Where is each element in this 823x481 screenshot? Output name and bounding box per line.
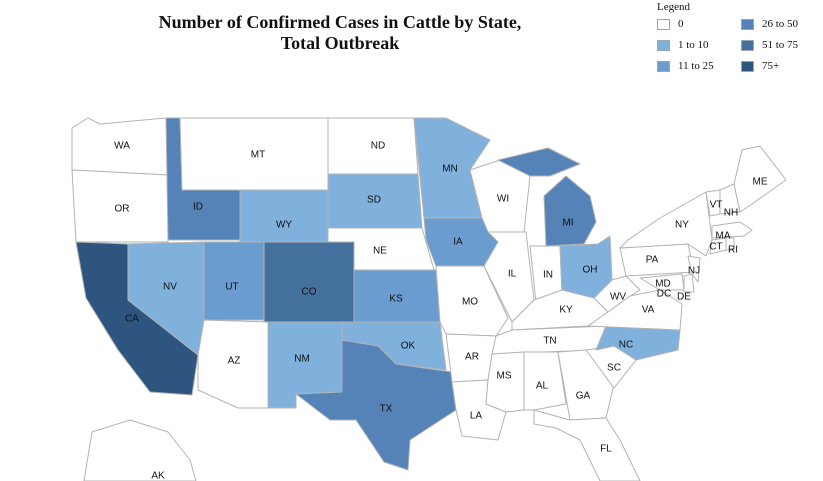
state-WV[interactable]	[593, 275, 641, 313]
label-DE: DE	[677, 292, 691, 303]
label-OK: OK	[401, 341, 416, 352]
label-IL: IL	[508, 269, 517, 280]
label-WV: WV	[610, 292, 626, 303]
state-OR[interactable]	[71, 169, 169, 243]
map-title: Number of Confirmed Cases in Cattle by S…	[100, 12, 580, 54]
label-MI: MI	[562, 218, 573, 229]
label-MD: MD	[655, 279, 671, 290]
label-MN: MN	[442, 164, 458, 175]
label-MT: MT	[251, 150, 265, 161]
label-NH: NH	[724, 208, 738, 219]
label-NY: NY	[675, 220, 689, 231]
label-IN: IN	[543, 270, 553, 281]
label-OR: OR	[115, 204, 130, 215]
label-AK: AK	[151, 471, 165, 481]
label-VA: VA	[642, 305, 655, 316]
label-CA: CA	[125, 314, 139, 325]
legend-label: 26 to 50	[762, 18, 799, 30]
label-WA: WA	[114, 141, 130, 152]
legend-swatch	[741, 19, 754, 30]
state-RI[interactable]	[725, 237, 735, 251]
label-AL: AL	[536, 381, 549, 392]
label-KS: KS	[389, 294, 403, 305]
label-GA: GA	[576, 391, 591, 402]
label-FL: FL	[600, 444, 612, 455]
state-TX[interactable]	[295, 321, 457, 471]
label-NM: NM	[294, 354, 310, 365]
legend-swatch	[657, 19, 670, 30]
label-ND: ND	[371, 141, 385, 152]
state-AK[interactable]	[83, 419, 197, 481]
label-RI: RI	[728, 245, 738, 256]
legend-title: Legend	[657, 1, 690, 13]
legend-swatch	[741, 40, 754, 51]
label-NJ: NJ	[688, 266, 700, 277]
label-DC: DC	[657, 289, 671, 300]
label-ME: ME	[753, 177, 768, 188]
legend-label: 1 to 10	[678, 39, 709, 51]
label-WY: WY	[276, 220, 292, 231]
label-AZ: AZ	[228, 356, 241, 367]
state-ME[interactable]	[733, 145, 787, 213]
legend: Legend 0 1 to 10 11 to 25 26 to 50 51 to…	[657, 1, 823, 79]
legend-label: 0	[678, 18, 684, 30]
state-CO[interactable]	[263, 241, 355, 323]
legend-label: 75+	[762, 60, 780, 72]
state-NJ[interactable]	[687, 255, 701, 283]
label-NE: NE	[373, 246, 387, 257]
label-SC: SC	[607, 363, 621, 374]
label-MO: MO	[462, 297, 478, 308]
label-NV: NV	[163, 282, 177, 293]
label-KY: KY	[559, 305, 573, 316]
label-CT: CT	[709, 242, 722, 253]
label-TX: TX	[380, 404, 393, 415]
legend-swatch	[657, 40, 670, 51]
legend-label: 51 to 75	[762, 39, 799, 51]
state-NY[interactable]	[619, 191, 713, 257]
legend-label: 11 to 25	[678, 60, 714, 72]
state-DE[interactable]	[683, 273, 695, 293]
label-TN: TN	[543, 336, 556, 347]
label-SD: SD	[367, 195, 381, 206]
map-title-line-1: Number of Confirmed Cases in Cattle by S…	[158, 12, 522, 32]
label-CO: CO	[302, 287, 317, 298]
state-FL[interactable]	[533, 409, 641, 481]
legend-swatch	[741, 61, 754, 72]
label-MA: MA	[716, 231, 731, 242]
label-WI: WI	[497, 194, 509, 205]
label-UT: UT	[225, 282, 238, 293]
state-MS[interactable]	[485, 351, 525, 413]
label-IA: IA	[453, 237, 463, 248]
state-AL[interactable]	[523, 351, 567, 411]
state-WY[interactable]	[239, 189, 329, 243]
label-LA: LA	[470, 411, 483, 422]
label-ID: ID	[193, 202, 203, 213]
label-MS: MS	[497, 371, 512, 382]
map-title-line-2: Total Outbreak	[280, 33, 400, 53]
label-PA: PA	[646, 255, 659, 266]
label-OH: OH	[583, 265, 598, 276]
label-AR: AR	[465, 352, 479, 363]
label-VT: VT	[710, 200, 723, 211]
label-NC: NC	[619, 340, 633, 351]
state-MA[interactable]	[711, 221, 753, 239]
legend-swatch	[657, 61, 670, 72]
